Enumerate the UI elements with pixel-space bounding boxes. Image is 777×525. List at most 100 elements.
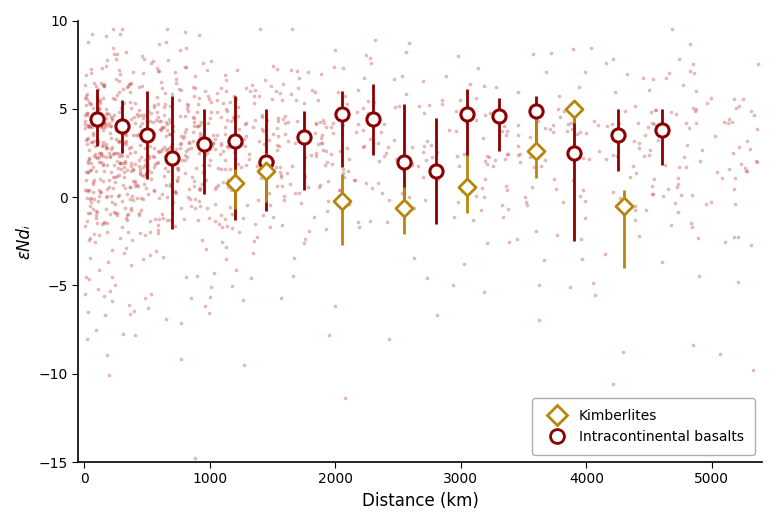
- Point: [124, 183, 136, 191]
- Point: [284, 66, 297, 74]
- Point: [528, 49, 540, 58]
- Point: [402, 193, 415, 201]
- Point: [161, 25, 173, 34]
- Point: [661, 123, 674, 131]
- Point: [120, 214, 132, 223]
- Point: [95, 79, 107, 88]
- Point: [82, 159, 94, 167]
- Point: [159, 145, 172, 154]
- Point: [178, 214, 190, 223]
- Point: [78, 80, 91, 89]
- Point: [224, 164, 236, 173]
- Point: [219, 255, 232, 263]
- Point: [199, 302, 211, 310]
- Point: [215, 211, 228, 219]
- Point: [723, 119, 735, 128]
- Point: [337, 64, 350, 72]
- Point: [96, 141, 109, 150]
- Point: [525, 183, 538, 191]
- Point: [87, 180, 99, 188]
- Point: [177, 134, 190, 143]
- Point: [420, 136, 433, 145]
- Point: [92, 139, 104, 148]
- Point: [119, 204, 131, 212]
- Point: [360, 179, 372, 187]
- Point: [85, 138, 97, 146]
- Point: [114, 234, 127, 243]
- Point: [274, 171, 287, 180]
- Point: [242, 150, 255, 159]
- Point: [208, 145, 221, 153]
- Point: [751, 158, 763, 166]
- Point: [249, 116, 261, 124]
- Point: [81, 96, 93, 104]
- Point: [653, 128, 665, 136]
- Point: [138, 180, 151, 188]
- Point: [735, 160, 747, 169]
- Point: [278, 119, 291, 127]
- Point: [191, 108, 204, 116]
- Point: [216, 237, 228, 246]
- Point: [105, 134, 117, 143]
- Point: [723, 115, 735, 123]
- Point: [81, 90, 93, 98]
- Point: [229, 179, 242, 187]
- Point: [262, 153, 274, 161]
- Point: [497, 127, 509, 135]
- Point: [124, 144, 136, 152]
- Point: [82, 38, 94, 46]
- Point: [152, 221, 165, 229]
- Point: [185, 144, 197, 152]
- Point: [309, 151, 322, 160]
- Point: [282, 136, 294, 145]
- Point: [131, 181, 144, 190]
- Point: [197, 180, 209, 188]
- Point: [85, 123, 98, 131]
- Point: [103, 119, 116, 127]
- Point: [251, 233, 263, 242]
- Point: [611, 131, 624, 140]
- Point: [357, 126, 369, 134]
- Point: [164, 101, 176, 110]
- Point: [500, 130, 512, 139]
- Point: [657, 119, 669, 128]
- Point: [361, 51, 373, 60]
- Point: [113, 88, 125, 96]
- Point: [382, 142, 395, 151]
- Point: [113, 159, 126, 167]
- Point: [315, 70, 327, 78]
- Point: [421, 274, 434, 282]
- Point: [303, 227, 315, 235]
- Point: [164, 118, 176, 126]
- Point: [646, 182, 658, 191]
- Point: [207, 139, 219, 147]
- Point: [319, 161, 332, 169]
- Point: [231, 66, 243, 75]
- Point: [193, 196, 206, 205]
- Point: [716, 174, 729, 183]
- Point: [618, 107, 631, 115]
- Point: [119, 157, 131, 165]
- Point: [298, 99, 310, 108]
- Point: [125, 115, 138, 123]
- Point: [524, 132, 536, 141]
- Point: [347, 175, 360, 184]
- Point: [551, 231, 563, 239]
- Point: [211, 88, 223, 97]
- Point: [122, 209, 134, 218]
- Point: [490, 113, 502, 122]
- Point: [106, 116, 118, 124]
- Point: [575, 235, 587, 243]
- Point: [117, 127, 129, 135]
- Point: [116, 114, 128, 122]
- Point: [221, 222, 234, 230]
- Point: [432, 166, 444, 174]
- Point: [112, 149, 124, 157]
- Point: [82, 134, 94, 143]
- Point: [271, 117, 284, 125]
- Point: [118, 173, 131, 182]
- Point: [589, 291, 601, 299]
- Point: [125, 261, 138, 269]
- Point: [400, 90, 413, 99]
- Point: [87, 188, 99, 196]
